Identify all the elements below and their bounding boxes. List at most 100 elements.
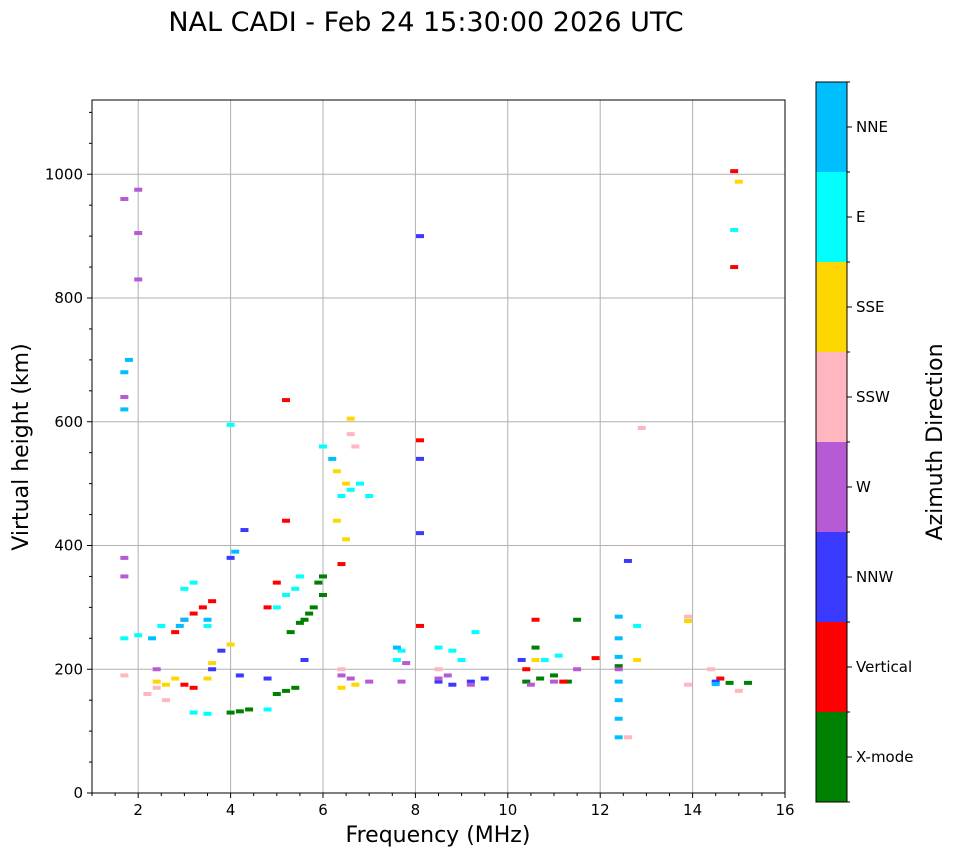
data-point-vertical — [730, 265, 739, 270]
data-point-e — [397, 648, 406, 653]
data-point-x-mode — [314, 580, 323, 585]
data-point-e — [291, 586, 300, 591]
data-point-nne — [614, 679, 623, 684]
y-tick-label: 0 — [73, 784, 83, 802]
data-point-w — [120, 574, 129, 579]
data-point-x-mode — [282, 688, 291, 693]
data-point-w — [120, 395, 129, 399]
data-point-e — [282, 593, 291, 597]
data-point-nne — [392, 645, 401, 650]
data-point-ssw — [623, 735, 632, 740]
data-point-x-mode — [536, 676, 545, 681]
x-tick-label: 8 — [411, 801, 421, 819]
data-point-e — [295, 574, 304, 579]
data-point-w — [134, 187, 143, 192]
data-point-sse — [332, 518, 341, 523]
colorbar-label: Azimuth Direction — [923, 343, 948, 540]
data-point-w — [120, 197, 129, 201]
data-point-nnw — [416, 531, 425, 536]
data-point-e — [554, 653, 563, 658]
data-point-e — [319, 444, 327, 449]
data-points — [120, 169, 753, 740]
data-point-x-mode — [614, 664, 623, 669]
data-point-nnw — [434, 679, 443, 684]
colorbar-tick-label: SSW — [856, 388, 890, 406]
data-point-w — [466, 682, 475, 687]
data-point-sse — [633, 657, 642, 662]
x-tick-label: 2 — [133, 801, 143, 819]
data-point-nnw — [226, 555, 235, 560]
data-point-vertical — [171, 630, 180, 635]
data-point-w — [337, 673, 346, 678]
x-axis-ticks: 2 4 6 8 10 12 14 16 — [91, 793, 795, 819]
data-point-ssw — [143, 692, 152, 696]
data-point-x-mode — [319, 574, 327, 579]
colorbar-tick-label: E — [856, 208, 865, 226]
data-point-e — [434, 645, 443, 650]
data-point-w — [402, 661, 411, 666]
x-tick-label: 4 — [226, 801, 236, 819]
data-point-vertical — [716, 676, 725, 681]
data-point-ssw — [337, 667, 346, 672]
data-point-sse — [171, 676, 180, 681]
data-point-ssw — [161, 698, 170, 703]
y-tick-label: 600 — [54, 413, 83, 431]
data-point-x-mode — [309, 605, 318, 610]
colorbar-tick-label: NNW — [856, 568, 893, 586]
data-point-nne — [120, 407, 129, 412]
x-tick-label: 16 — [775, 801, 794, 819]
data-point-sse — [337, 685, 346, 690]
data-point-ssw — [637, 425, 646, 430]
data-point-x-mode — [563, 679, 572, 684]
data-point-vertical — [189, 611, 198, 616]
data-point-x-mode — [573, 617, 582, 622]
y-axis-label: Virtual height (km) — [9, 343, 34, 550]
data-point-sse — [351, 682, 360, 687]
data-point-nne — [148, 636, 157, 641]
colorbar-tick-label: SSE — [856, 298, 885, 316]
data-point-x-mode — [550, 673, 558, 678]
data-point-sse — [161, 682, 170, 687]
data-point-vertical — [282, 398, 291, 403]
data-point-ssw — [683, 682, 692, 687]
data-point-e — [272, 605, 281, 610]
data-point-vertical — [591, 656, 600, 661]
data-point-vertical — [416, 623, 425, 628]
data-point-e — [730, 227, 739, 232]
data-point-w — [134, 277, 143, 282]
colorbar-frame — [815, 81, 848, 803]
data-point-x-mode — [305, 611, 314, 616]
y-axis-ticks: 0 200 400 600 800 1000 — [45, 111, 92, 802]
colorbar-swatch — [816, 442, 847, 532]
data-point-x-mode — [235, 709, 244, 714]
data-point-x-mode — [291, 685, 300, 690]
data-point-x-mode — [245, 707, 254, 712]
data-point-sse — [531, 657, 540, 662]
x-tick-label: 12 — [591, 801, 610, 819]
data-point-e — [203, 711, 212, 716]
colorbar-swatch — [816, 712, 847, 802]
data-point-w — [152, 667, 161, 672]
data-point-ssw — [346, 432, 355, 437]
colorbar-tick-label: W — [856, 478, 871, 496]
data-point-vertical — [522, 667, 531, 672]
data-point-e — [633, 623, 642, 628]
data-point-nne — [124, 357, 133, 362]
data-point-nne — [614, 654, 623, 659]
y-tick-label: 200 — [54, 660, 83, 678]
data-point-e — [448, 648, 457, 653]
data-point-e — [540, 657, 549, 662]
data-point-nne — [614, 614, 623, 619]
data-point-w — [120, 555, 129, 560]
data-point-nne — [614, 698, 623, 703]
data-point-w — [443, 673, 452, 678]
data-point-sse — [342, 537, 351, 542]
data-point-nnw — [416, 234, 425, 239]
y-tick-label: 1000 — [45, 165, 83, 183]
data-point-vertical — [559, 679, 568, 684]
data-point-nnw — [416, 456, 425, 461]
colorbar-swatch — [816, 352, 847, 442]
colorbar-swatch — [816, 622, 847, 712]
data-point-ssw — [707, 667, 716, 672]
data-point-e — [337, 494, 346, 498]
